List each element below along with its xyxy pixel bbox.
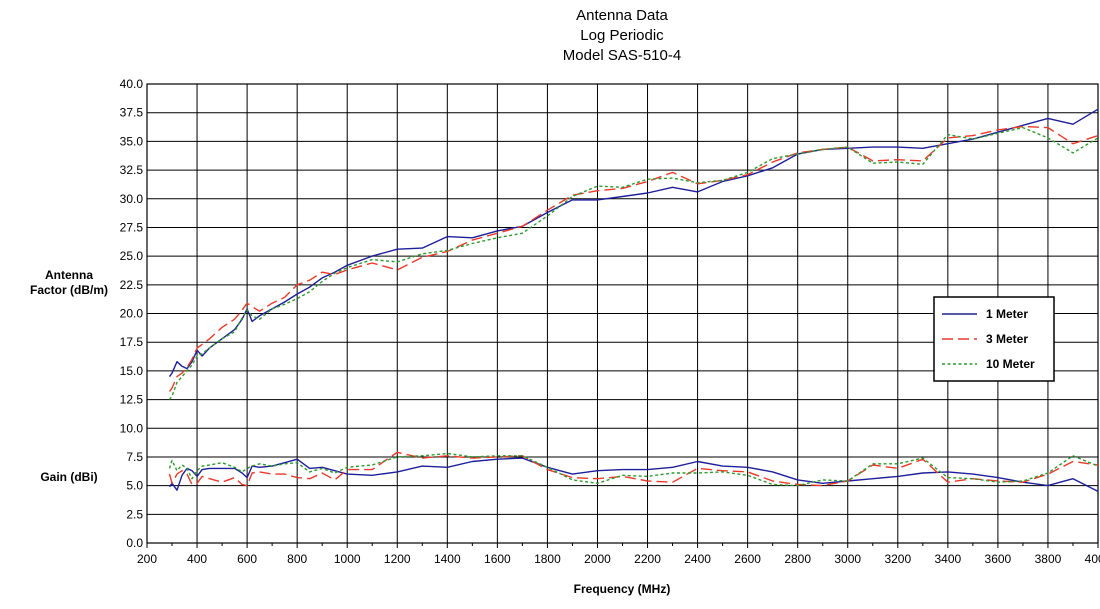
x-tick-label: 3600: [985, 552, 1012, 566]
y-tick-label: 32.5: [120, 163, 144, 177]
x-axis-label: Frequency (MHz): [574, 582, 671, 596]
y-tick-label: 17.5: [120, 335, 144, 349]
x-tick-label: 2200: [634, 552, 661, 566]
x-tick-label: 2400: [684, 552, 711, 566]
x-tick-label: 400: [187, 552, 207, 566]
y-tick-label: 27.5: [120, 220, 144, 234]
x-tick-label: 800: [287, 552, 307, 566]
y-tick-label: 15.0: [120, 364, 144, 378]
y-tick-label: 7.5: [126, 450, 143, 464]
x-tick-label: 1600: [484, 552, 511, 566]
y-tick-label: 30.0: [120, 192, 144, 206]
y-tick-label: 37.5: [120, 106, 144, 120]
title-line: Log Periodic: [580, 27, 664, 44]
x-tick-labels: 200 400 600 800 1000 1200 1400 1600 1800 2000 2200…: [137, 552, 1100, 566]
series-10-meter-antenna-factor: [168, 126, 1099, 401]
y-tick-label: 25.0: [120, 249, 144, 263]
title-line: Antenna Data: [576, 7, 668, 24]
x-tick-label: 2800: [784, 552, 811, 566]
x-tick-label: 3800: [1035, 552, 1062, 566]
y-tick-label: 20.0: [120, 307, 144, 321]
y-tick-label: 10.0: [120, 421, 144, 435]
series-3-meter-antenna-factor: [168, 125, 1099, 392]
legend-label: 1 Meter: [986, 307, 1028, 321]
y-tick-label: 40.0: [120, 77, 144, 91]
x-tick-label: 1000: [334, 552, 361, 566]
x-tick-label: 2600: [734, 552, 761, 566]
x-tick-label: 200: [137, 552, 157, 566]
y-tick-label: 2.5: [126, 507, 143, 521]
x-tick-label: 1800: [534, 552, 561, 566]
legend: 1 Meter 3 Meter 10 Meter: [933, 296, 1055, 382]
chart-title: Antenna Data Log Periodic Model SAS-510-4: [563, 7, 681, 64]
x-tick-label: 1400: [434, 552, 461, 566]
legend-label: 3 Meter: [986, 332, 1028, 346]
series-3-meter-gain: [168, 451, 1099, 487]
series-10-meter-gain: [168, 452, 1099, 487]
y-label-antenna-factor: Antenna: [45, 268, 93, 282]
y-tick-label: 22.5: [120, 278, 144, 292]
y-tick-label: 5.0: [126, 479, 143, 493]
x-tick-label: 3200: [884, 552, 911, 566]
y-tick-label: 12.5: [120, 393, 144, 407]
x-tick-label: 3000: [834, 552, 861, 566]
y-tick-label: 35.0: [120, 134, 144, 148]
x-tick-label: 1200: [384, 552, 411, 566]
legend-box: [933, 296, 1055, 382]
series-1-meter-gain: [168, 457, 1099, 493]
title-line: Model SAS-510-4: [563, 47, 681, 64]
series-1-meter-antenna-factor: [168, 108, 1099, 378]
x-tick-label: 2000: [584, 552, 611, 566]
x-tick-label: 4000: [1085, 552, 1100, 566]
y-label-antenna-factor: Factor (dB/m): [30, 283, 108, 297]
y-label-gain: Gain (dBi): [40, 470, 97, 484]
y-tick-labels: 0.0 2.5 5.0 7.5 10.0 12.5 15.0 17.5 20.0 22.5 25.0…: [120, 77, 144, 550]
legend-label: 10 Meter: [986, 357, 1035, 371]
x-tick-label: 3400: [934, 552, 961, 566]
x-tick-label: 600: [237, 552, 257, 566]
series-lines: [168, 108, 1099, 493]
y-tick-label: 0.0: [126, 536, 143, 550]
